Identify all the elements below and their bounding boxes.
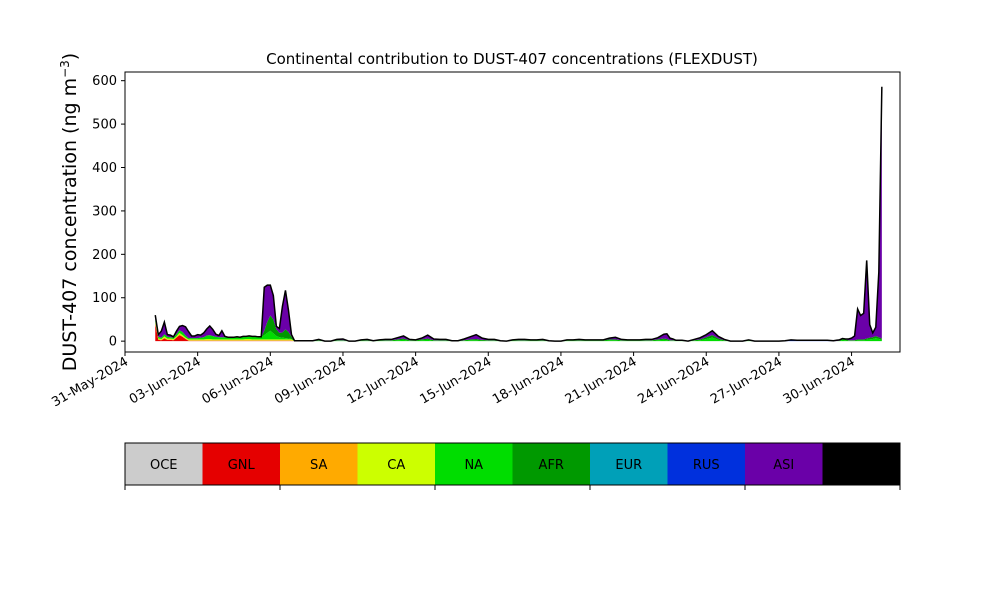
legend-label-sa: SA — [310, 458, 327, 473]
legend-label-na: NA — [464, 458, 483, 473]
y-tick-label: 300 — [92, 204, 117, 219]
x-tick-label: 27-Jun-2024 — [708, 354, 785, 407]
legend-label-eur: EUR — [615, 458, 642, 473]
x-tick-label: 12-Jun-2024 — [345, 354, 422, 407]
legend-label-ca: CA — [387, 458, 405, 473]
legend-swatch-oce — [125, 443, 203, 485]
legend-swatch-ca — [357, 443, 436, 485]
legend-label-rus: RUS — [693, 458, 720, 473]
total-outline-line — [154, 86, 883, 342]
area-series-na — [155, 319, 882, 342]
legend-swatch-aus — [822, 443, 901, 485]
x-tick-label: 30-Jun-2024 — [781, 354, 858, 407]
y-tick-label: 500 — [92, 118, 117, 133]
legend-swatch-gnl — [202, 443, 281, 485]
legend-label-oce: OCE — [150, 458, 178, 473]
x-tick-label: 21-Jun-2024 — [563, 354, 640, 407]
x-tick-label: 09-Jun-2024 — [272, 354, 349, 407]
legend-label-asi: ASI — [773, 458, 794, 473]
legend-swatch-eur — [590, 443, 668, 485]
y-tick-label: 0 — [109, 335, 117, 350]
x-axis-ticks: 31-May-202403-Jun-202406-Jun-202409-Jun-… — [49, 352, 858, 410]
legend-label-aus: AUS — [848, 458, 875, 473]
area-series-asi — [155, 86, 882, 342]
plot-frame — [124, 71, 901, 353]
y-tick-label: 600 — [92, 74, 117, 89]
stacked-areas — [154, 86, 883, 342]
legend-colorbar: OCE GNL SA CA NA AFR EUR RUS ASI AUS — [124, 442, 901, 490]
x-tick-label: 15-Jun-2024 — [417, 354, 494, 407]
legend-swatch-rus — [667, 443, 746, 485]
legend-swatch-sa — [280, 443, 358, 485]
x-tick-label: 03-Jun-2024 — [127, 354, 204, 407]
legend-swatch-afr — [512, 443, 591, 485]
y-tick-label: 100 — [92, 291, 117, 306]
y-axis-ticks: 0 100 200 300 400 500 600 — [92, 74, 125, 350]
legend-swatch-na — [435, 443, 513, 485]
legend-frame — [124, 442, 901, 486]
legend-label-afr: AFR — [539, 458, 564, 473]
legend-label-gnl: GNL — [228, 458, 256, 473]
x-tick-label: 24-Jun-2024 — [635, 354, 712, 407]
legend-swatch-asi — [745, 443, 823, 485]
y-tick-label: 400 — [92, 161, 117, 176]
y-axis-label: DUST-407 concentration (ng m−3) — [58, 53, 81, 371]
y-tick-label: 200 — [92, 248, 117, 263]
x-tick-label: 06-Jun-2024 — [199, 354, 276, 407]
chart-title: Continental contribution to DUST-407 con… — [266, 50, 758, 68]
x-tick-label: 18-Jun-2024 — [490, 354, 567, 407]
